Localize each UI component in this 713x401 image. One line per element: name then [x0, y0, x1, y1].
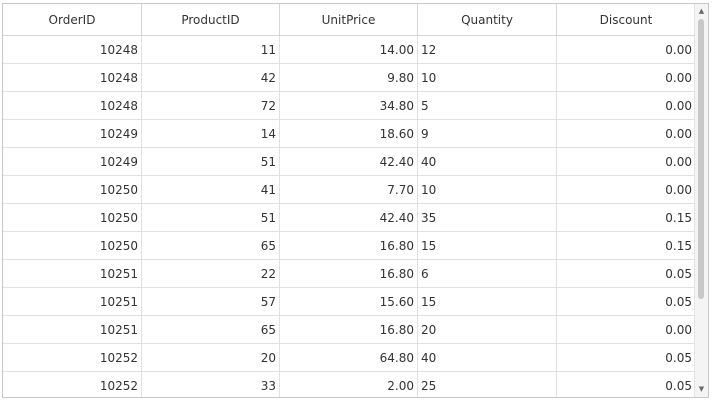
- data-grid: OrderID ProductID UnitPrice Quantity Dis…: [2, 3, 709, 398]
- cell-unitprice[interactable]: 42.40: [280, 204, 418, 231]
- cell-productid[interactable]: 11: [142, 36, 280, 63]
- cell-orderid[interactable]: 10248: [3, 64, 142, 91]
- table-row[interactable]: 10248 11 14.00 12 0.00: [3, 36, 696, 64]
- table-row[interactable]: 10252 20 64.80 40 0.05: [3, 344, 696, 372]
- cell-productid[interactable]: 22: [142, 260, 280, 287]
- column-header-orderid[interactable]: OrderID: [3, 4, 142, 35]
- column-header-quantity[interactable]: Quantity: [418, 4, 557, 35]
- cell-orderid[interactable]: 10248: [3, 36, 142, 63]
- cell-productid[interactable]: 20: [142, 344, 280, 371]
- cell-orderid[interactable]: 10249: [3, 120, 142, 147]
- grid-body: OrderID ProductID UnitPrice Quantity Dis…: [3, 4, 696, 397]
- table-row[interactable]: 10250 41 7.70 10 0.00: [3, 176, 696, 204]
- cell-quantity[interactable]: 10: [418, 176, 557, 203]
- cell-unitprice[interactable]: 9.80: [280, 64, 418, 91]
- scroll-down-icon[interactable]: ▼: [698, 385, 705, 393]
- cell-orderid[interactable]: 10252: [3, 344, 142, 371]
- cell-quantity[interactable]: 9: [418, 120, 557, 147]
- cell-quantity[interactable]: 6: [418, 260, 557, 287]
- cell-quantity[interactable]: 40: [418, 344, 557, 371]
- cell-productid[interactable]: 65: [142, 232, 280, 259]
- cell-orderid[interactable]: 10252: [3, 372, 142, 397]
- cell-discount[interactable]: 0.05: [557, 260, 696, 287]
- cell-quantity[interactable]: 35: [418, 204, 557, 231]
- table-row[interactable]: 10248 72 34.80 5 0.00: [3, 92, 696, 120]
- table-row[interactable]: 10250 65 16.80 15 0.15: [3, 232, 696, 260]
- cell-unitprice[interactable]: 34.80: [280, 92, 418, 119]
- table-row[interactable]: 10249 51 42.40 40 0.00: [3, 148, 696, 176]
- column-header-discount[interactable]: Discount: [557, 4, 696, 35]
- cell-quantity[interactable]: 20: [418, 316, 557, 343]
- column-header-unitprice[interactable]: UnitPrice: [280, 4, 418, 35]
- cell-orderid[interactable]: 10250: [3, 176, 142, 203]
- cell-quantity[interactable]: 5: [418, 92, 557, 119]
- cell-quantity[interactable]: 15: [418, 232, 557, 259]
- cell-unitprice[interactable]: 64.80: [280, 344, 418, 371]
- cell-productid[interactable]: 14: [142, 120, 280, 147]
- cell-productid[interactable]: 72: [142, 92, 280, 119]
- cell-discount[interactable]: 0.15: [557, 232, 696, 259]
- cell-discount[interactable]: 0.05: [557, 288, 696, 315]
- cell-productid[interactable]: 65: [142, 316, 280, 343]
- rows-container: 10248 11 14.00 12 0.00 10248 42 9.80 10 0.00 10248…: [3, 36, 696, 397]
- cell-productid[interactable]: 33: [142, 372, 280, 397]
- column-header-productid[interactable]: ProductID: [142, 4, 280, 35]
- cell-productid[interactable]: 51: [142, 148, 280, 175]
- cell-quantity[interactable]: 15: [418, 288, 557, 315]
- vertical-scrollbar[interactable]: ▲ ▼: [694, 4, 708, 397]
- cell-unitprice[interactable]: 15.60: [280, 288, 418, 315]
- table-row[interactable]: 10251 22 16.80 6 0.05: [3, 260, 696, 288]
- cell-discount[interactable]: 0.00: [557, 176, 696, 203]
- table-row[interactable]: 10249 14 18.60 9 0.00: [3, 120, 696, 148]
- cell-orderid[interactable]: 10250: [3, 204, 142, 231]
- cell-quantity[interactable]: 10: [418, 64, 557, 91]
- cell-orderid[interactable]: 10251: [3, 260, 142, 287]
- cell-unitprice[interactable]: 18.60: [280, 120, 418, 147]
- cell-unitprice[interactable]: 16.80: [280, 260, 418, 287]
- table-row[interactable]: 10251 65 16.80 20 0.00: [3, 316, 696, 344]
- cell-discount[interactable]: 0.00: [557, 92, 696, 119]
- cell-unitprice[interactable]: 2.00: [280, 372, 418, 397]
- cell-unitprice[interactable]: 16.80: [280, 232, 418, 259]
- table-row[interactable]: 10250 51 42.40 35 0.15: [3, 204, 696, 232]
- cell-unitprice[interactable]: 7.70: [280, 176, 418, 203]
- cell-discount[interactable]: 0.00: [557, 64, 696, 91]
- table-row[interactable]: 10248 42 9.80 10 0.00: [3, 64, 696, 92]
- scroll-up-icon[interactable]: ▲: [698, 7, 705, 15]
- cell-orderid[interactable]: 10251: [3, 316, 142, 343]
- scroll-thumb[interactable]: [698, 19, 704, 299]
- cell-quantity[interactable]: 25: [418, 372, 557, 397]
- cell-unitprice[interactable]: 16.80: [280, 316, 418, 343]
- cell-productid[interactable]: 42: [142, 64, 280, 91]
- cell-orderid[interactable]: 10248: [3, 92, 142, 119]
- table-row[interactable]: 10252 33 2.00 25 0.05: [3, 372, 696, 397]
- cell-discount[interactable]: 0.00: [557, 36, 696, 63]
- cell-orderid[interactable]: 10249: [3, 148, 142, 175]
- cell-orderid[interactable]: 10251: [3, 288, 142, 315]
- cell-quantity[interactable]: 12: [418, 36, 557, 63]
- cell-discount[interactable]: 0.15: [557, 204, 696, 231]
- cell-productid[interactable]: 41: [142, 176, 280, 203]
- cell-discount[interactable]: 0.00: [557, 148, 696, 175]
- cell-quantity[interactable]: 40: [418, 148, 557, 175]
- cell-productid[interactable]: 51: [142, 204, 280, 231]
- table-row[interactable]: 10251 57 15.60 15 0.05: [3, 288, 696, 316]
- cell-unitprice[interactable]: 14.00: [280, 36, 418, 63]
- header-row: OrderID ProductID UnitPrice Quantity Dis…: [3, 4, 696, 36]
- cell-discount[interactable]: 0.05: [557, 344, 696, 371]
- cell-productid[interactable]: 57: [142, 288, 280, 315]
- cell-discount[interactable]: 0.05: [557, 372, 696, 397]
- cell-discount[interactable]: 0.00: [557, 120, 696, 147]
- cell-orderid[interactable]: 10250: [3, 232, 142, 259]
- cell-unitprice[interactable]: 42.40: [280, 148, 418, 175]
- cell-discount[interactable]: 0.00: [557, 316, 696, 343]
